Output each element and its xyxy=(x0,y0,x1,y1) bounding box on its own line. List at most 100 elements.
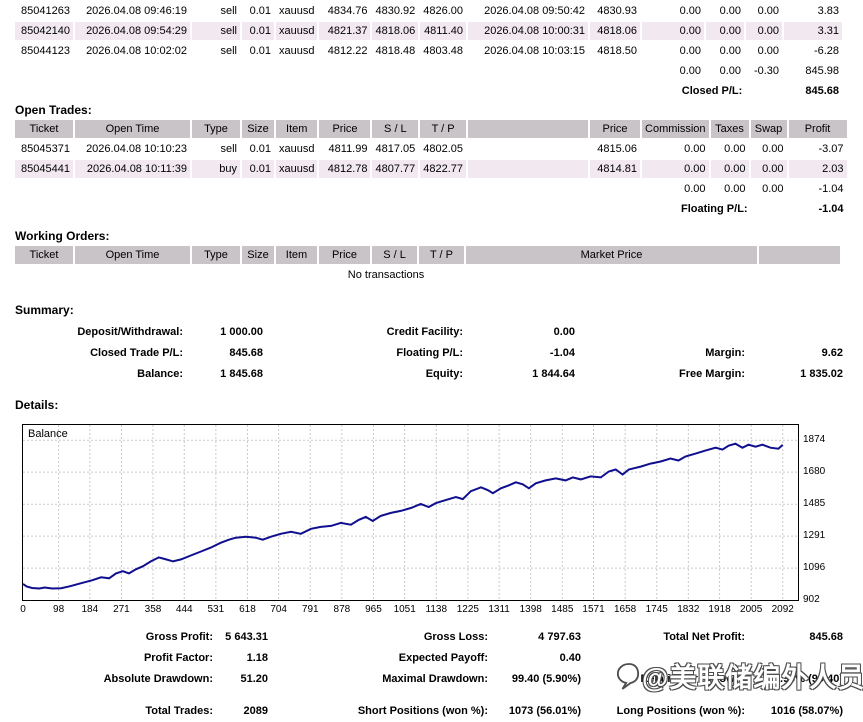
stat-label: Credit Facility: xyxy=(386,326,463,338)
closed-trades-table-wrapper: 85041263 2026.04.08 09:46:19 sell 0.01 xauus… xyxy=(13,0,844,102)
closed-pl-value: 845.68 xyxy=(784,82,843,100)
total-commission: 0.00 xyxy=(642,62,705,80)
stat-value: 845.68 xyxy=(229,347,263,359)
stat-label: Total Net Profit: xyxy=(663,631,745,643)
x-tick-label: 704 xyxy=(270,604,287,615)
table-cell: sell xyxy=(220,143,237,155)
stat-label: Free Margin: xyxy=(678,368,745,380)
y-tick-label: 1291 xyxy=(803,530,826,542)
table-row: 85045441 2026.04.08 10:11:39 buy 0.01 xauusd… xyxy=(15,160,847,178)
column-header: Item xyxy=(276,120,318,138)
table-cell: 0.00 xyxy=(719,45,742,57)
column-header: Taxes xyxy=(710,120,749,138)
spacer-cell xyxy=(15,200,641,218)
table-cell: 3.31 xyxy=(784,22,843,40)
stat-value: 1 845.68 xyxy=(220,368,263,380)
table-cell: 4830.93 xyxy=(597,5,638,17)
column-header: Item xyxy=(276,246,317,264)
column-header: T / P xyxy=(420,120,467,138)
table-cell: 0.00 xyxy=(719,5,742,17)
stat-label: Equity: xyxy=(425,368,463,380)
stat-value: 845.68 xyxy=(809,631,843,643)
spacer-cell xyxy=(15,82,641,100)
balance-chart-canvas xyxy=(22,425,798,600)
x-tick-label: 1225 xyxy=(456,604,479,615)
floating-pl-label: Floating P/L: xyxy=(642,200,787,218)
column-header: Size xyxy=(242,120,274,138)
table-cell: 2026.04.08 09:54:29 xyxy=(75,22,190,40)
chart-series-label: Balance xyxy=(28,428,68,440)
stats-grid: Gross Profit: 5 643.31 Gross Loss: 4 797.63… xyxy=(15,627,845,690)
stat-label: Maximal Drawdown: xyxy=(382,673,488,685)
table-cell: 0.00 xyxy=(757,45,780,57)
summary-grid: Deposit/Withdrawal: 1 000.00 Credit Facili… xyxy=(15,322,845,385)
table-cell: 4818.48 xyxy=(375,45,416,57)
stat-label: Floating P/L: xyxy=(396,347,463,359)
table-cell: 0.01 xyxy=(249,45,271,57)
table-cell: 4830.92 xyxy=(375,5,416,17)
stat-value: 5 643.31 xyxy=(225,631,268,643)
spacer-cell xyxy=(759,266,840,284)
column-header: Ticket xyxy=(15,120,73,138)
stat-label: Deposit/Withdrawal: xyxy=(77,326,183,338)
table-cell: 4811.99 xyxy=(328,143,368,155)
y-tick-label: 1096 xyxy=(803,562,826,574)
table-cell: 0.00 xyxy=(642,22,705,40)
column-header xyxy=(468,120,589,138)
y-tick-label: 1680 xyxy=(803,466,826,478)
x-tick-label: 2005 xyxy=(740,604,763,615)
table-cell: 4807.77 xyxy=(372,160,419,178)
table-cell: 0.01 xyxy=(249,5,271,17)
stat-value: 99.40 (5.90%) xyxy=(511,673,581,685)
stat-label: Total Trades: xyxy=(145,705,213,717)
x-tick-label: 878 xyxy=(333,604,351,615)
spacer-cell xyxy=(15,62,641,80)
column-header: Price xyxy=(319,246,370,264)
working-orders-heading: Working Orders: xyxy=(15,229,110,243)
stat-value: 1 835.02 xyxy=(800,368,843,380)
table-cell: 0.00 xyxy=(642,160,709,178)
summary-heading: Summary: xyxy=(15,303,74,317)
column-header: Profit xyxy=(788,120,847,138)
table-row: 85044123 2026.04.08 10:02:02 sell 0.01 xauus… xyxy=(15,42,842,60)
table-cell: 0.01 xyxy=(242,22,274,40)
floating-pl-row: Floating P/L: -1.04 xyxy=(15,200,847,218)
x-tick-label: 98 xyxy=(53,604,65,615)
table-cell: 0.00 xyxy=(679,5,702,17)
table-cell xyxy=(468,160,589,178)
total-taxes: 0.00 xyxy=(706,62,745,80)
chart-x-axis: 0 98 184 271 358 444 531 618 704 791 878 965 1051 113… xyxy=(20,603,823,617)
column-header: Type xyxy=(192,120,240,138)
column-header: Ticket xyxy=(15,246,73,264)
table-cell: 0.00 xyxy=(746,22,783,40)
spacer-cell xyxy=(15,180,641,198)
totals-row: 0.00 0.00 -0.30 845.98 xyxy=(15,62,843,80)
table-cell: -6.28 xyxy=(813,45,840,57)
column-header: Swap xyxy=(750,120,787,138)
x-tick-label: 1398 xyxy=(519,604,542,615)
floating-pl-value: -1.04 xyxy=(788,200,847,218)
total-commission: 0.00 xyxy=(642,180,709,198)
stat-value: 9.62 xyxy=(821,347,843,359)
total-swap: -0.30 xyxy=(746,62,783,80)
stat-value: 5.90% (99.40) xyxy=(773,673,843,685)
stat-label xyxy=(577,322,747,343)
table-cell: sell xyxy=(220,45,237,57)
balance-line xyxy=(22,442,784,590)
table-cell: sell xyxy=(220,5,237,17)
table-cell: 4822.77 xyxy=(420,160,467,178)
table-cell: sell xyxy=(192,22,240,40)
stat-value: 2089 xyxy=(243,705,268,717)
details-heading: Details: xyxy=(15,398,59,412)
x-tick-label: 965 xyxy=(365,604,382,615)
empty-row: No transactions xyxy=(15,266,840,284)
x-tick-label: 1138 xyxy=(425,604,448,615)
column-header: Price xyxy=(590,120,641,138)
x-tick-label: 0 xyxy=(20,604,26,615)
stat-label: Gross Profit: xyxy=(145,631,213,643)
table-cell: xauusd xyxy=(276,160,318,178)
x-tick-label: 1745 xyxy=(645,604,668,615)
